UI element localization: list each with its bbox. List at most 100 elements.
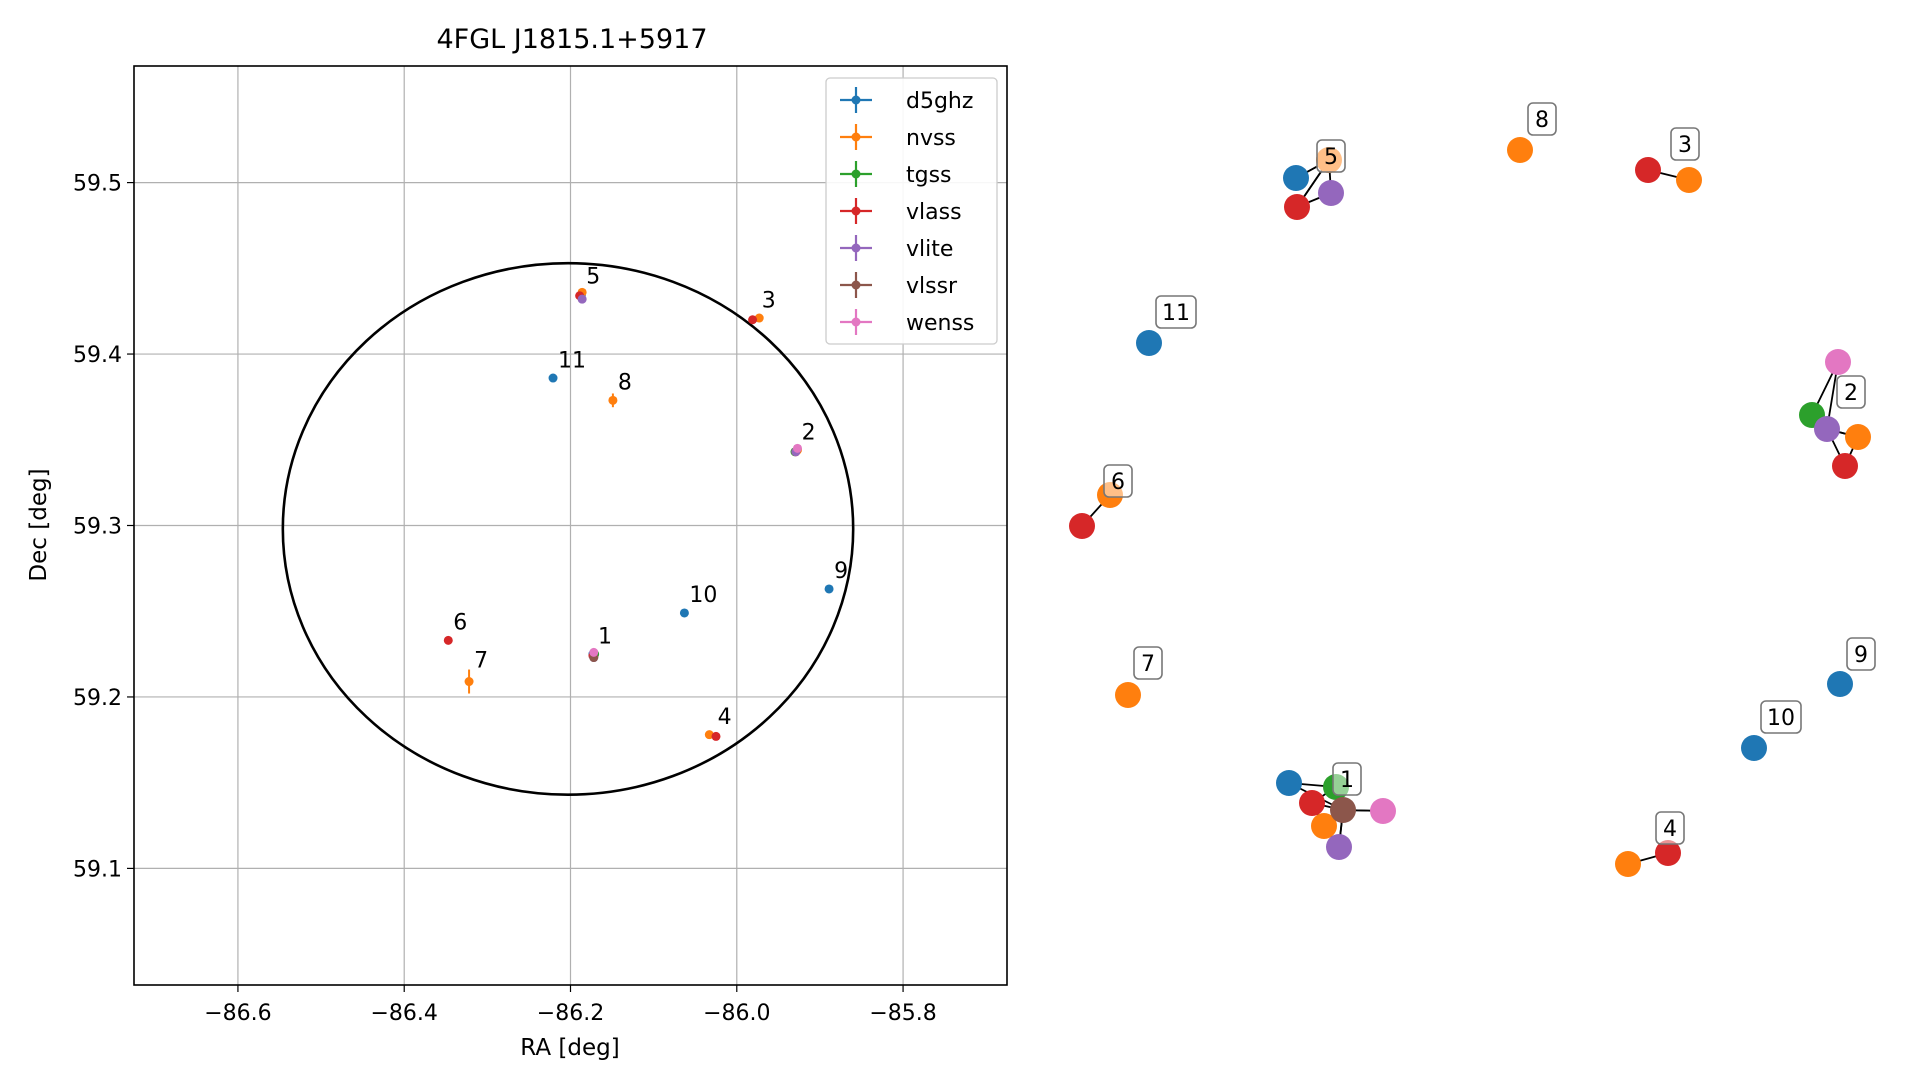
- legend-label: vlssr: [906, 274, 958, 299]
- legend-marker-dot: [851, 280, 861, 290]
- source-label-1: 1: [598, 624, 612, 649]
- nvss-point: [464, 677, 474, 687]
- graph-node-vlass: [1832, 453, 1858, 479]
- source-label-10: 10: [689, 583, 717, 608]
- graph-node-labels: 1 2 3 4 5 6 7 8 9 10 11: [1103, 102, 1876, 845]
- legend-marker-dot: [851, 132, 861, 142]
- d5ghz-point: [824, 584, 834, 594]
- graph-node-vlass: [1655, 840, 1681, 866]
- source-label-4: 4: [718, 705, 732, 730]
- legend-marker-dot: [851, 317, 861, 327]
- graph-label-text: 7: [1141, 652, 1155, 677]
- legend-entry-wenss: wenss: [840, 309, 974, 336]
- legend-marker-dot: [851, 169, 861, 179]
- graph-node-vlass: [1284, 194, 1310, 220]
- graph-label-4: 4: [1655, 811, 1685, 845]
- source-label-5: 5: [586, 264, 600, 289]
- d5ghz-point: [548, 373, 558, 383]
- graph-label-text: 4: [1663, 817, 1677, 842]
- graph-node-vlssr: [1330, 797, 1356, 823]
- graph-label-text: 3: [1678, 133, 1692, 158]
- legend-entry-tgss: tgss: [840, 161, 952, 188]
- graph-label-10: 10: [1760, 700, 1802, 734]
- legend-marker-dot: [851, 95, 861, 105]
- legend-entry-vlite: vlite: [840, 235, 953, 262]
- graph-node-nvss: [1311, 813, 1337, 839]
- graph-node-d5ghz: [1827, 671, 1853, 697]
- graph-node-vlass: [1635, 157, 1661, 183]
- vlite-point: [577, 294, 587, 304]
- x-axis-label: RA [deg]: [520, 1035, 619, 1061]
- graph-label-1: 1: [1332, 762, 1362, 796]
- graph-label-box: [1655, 811, 1685, 845]
- graph-label-9: 9: [1846, 637, 1876, 671]
- graph-node-nvss: [1507, 137, 1533, 163]
- x-tick-label: −86.2: [537, 1001, 604, 1026]
- source-points: [443, 287, 834, 741]
- graph-node-nvss: [1845, 424, 1871, 450]
- legend: d5ghz nvss tgss vlass vlite vlssr wenss: [825, 77, 998, 345]
- source-label-2: 2: [802, 420, 816, 445]
- graph-label-text: 8: [1535, 108, 1549, 133]
- legend-entry-vlssr: vlssr: [840, 272, 958, 299]
- legend-entry-vlass: vlass: [840, 198, 962, 225]
- graph-node-vlite: [1318, 180, 1344, 206]
- d5ghz-point: [679, 608, 689, 618]
- x-tick-label: −86.4: [371, 1001, 438, 1026]
- graph-label-box: [1670, 127, 1700, 161]
- graph-label-8: 8: [1527, 102, 1557, 136]
- graph-label-box: [1846, 637, 1876, 671]
- graph-label-box: [1133, 646, 1163, 680]
- y-axis-label: Dec [deg]: [26, 468, 52, 581]
- legend-marker-dot: [851, 243, 861, 253]
- graph-node-wenss: [1825, 349, 1851, 375]
- plot-title: 4FGL J1815.1+5917: [436, 24, 707, 55]
- graph-label-box: [1760, 700, 1802, 734]
- source-label-7: 7: [474, 648, 488, 673]
- graph-nodes: [1069, 137, 1871, 877]
- graph-label-box: [1155, 295, 1197, 329]
- y-tick-label: 59.2: [73, 686, 122, 711]
- legend-entry-d5ghz: d5ghz: [840, 87, 973, 114]
- graph-node-vlass: [1299, 790, 1325, 816]
- graph-node-wenss: [1370, 798, 1396, 824]
- graph-label-5: 5: [1316, 139, 1346, 173]
- graph-label-box: [1527, 102, 1557, 136]
- association-graph-panel: 1 2 3 4 5 6 7 8 9 10 11: [1069, 102, 1876, 877]
- legend-box: [825, 77, 998, 345]
- localization-ellipse: [281, 261, 855, 796]
- graph-node-vlass: [1069, 513, 1095, 539]
- graph-label-text: 11: [1162, 301, 1190, 326]
- source-label-3: 3: [762, 288, 776, 313]
- wenss-point: [589, 647, 599, 657]
- graph-label-box: [1836, 375, 1866, 409]
- graph-label-text: 5: [1324, 145, 1338, 170]
- graph-label-11: 11: [1155, 295, 1197, 329]
- graph-node-nvss: [1115, 682, 1141, 708]
- graph-label-2: 2: [1836, 375, 1866, 409]
- graph-label-box: [1316, 139, 1346, 173]
- graph-node-vlite: [1326, 834, 1352, 860]
- legend-label: vlass: [906, 200, 962, 225]
- graph-label-text: 1: [1340, 768, 1354, 793]
- y-tick-label: 59.3: [73, 515, 122, 540]
- graph-node-d5ghz: [1283, 165, 1309, 191]
- y-tick-label: 59.5: [73, 172, 122, 197]
- vlass-point: [748, 315, 758, 325]
- graph-label-text: 2: [1844, 381, 1858, 406]
- source-label-8: 8: [618, 371, 632, 396]
- legend-marker-dot: [851, 206, 861, 216]
- graph-node-vlite: [1814, 416, 1840, 442]
- legend-entry-nvss: nvss: [840, 124, 956, 151]
- x-tick-label: −86.6: [204, 1001, 271, 1026]
- graph-label-6: 6: [1103, 464, 1133, 498]
- legend-label: d5ghz: [906, 89, 973, 114]
- graph-node-nvss: [1615, 851, 1641, 877]
- legend-label: vlite: [906, 237, 953, 262]
- vlass-point: [443, 635, 453, 645]
- nvss-point: [608, 395, 618, 405]
- wenss-point: [792, 443, 802, 453]
- graph-node-nvss: [1676, 167, 1702, 193]
